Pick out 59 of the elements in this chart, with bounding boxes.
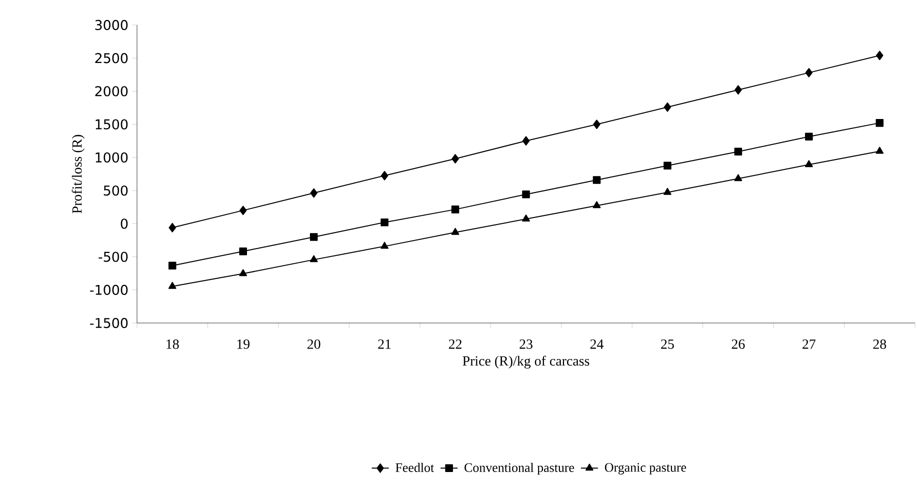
y-tick-label: -1000 — [90, 284, 128, 295]
point — [876, 50, 884, 60]
point — [452, 154, 459, 164]
x-tick-label: 24 — [590, 339, 604, 349]
x-tick-label: 22 — [448, 339, 462, 349]
point — [451, 206, 460, 214]
point — [734, 148, 742, 156]
point — [239, 247, 247, 256]
y-tick-label: 0 — [120, 218, 128, 229]
point — [592, 201, 601, 208]
x-tick-label: 28 — [873, 339, 886, 349]
x-tick-label: 19 — [237, 339, 250, 349]
x-axis-title: Price (R)/kg of carcass — [462, 356, 590, 369]
point — [380, 218, 388, 226]
x-tick-label: 25 — [661, 339, 674, 349]
point — [664, 162, 672, 170]
legend-label: Feedlot — [396, 462, 434, 472]
point — [522, 136, 530, 146]
point — [380, 242, 388, 249]
x-tick-label: 26 — [732, 339, 745, 349]
y-tick-label: 2000 — [95, 86, 128, 96]
point — [804, 160, 813, 168]
x-tick-label: 27 — [802, 339, 816, 349]
point — [168, 282, 176, 289]
point — [876, 119, 884, 127]
x-tick-label: 20 — [307, 339, 320, 349]
legend-label: Organic pasture — [604, 463, 686, 474]
point — [664, 188, 672, 195]
point — [876, 146, 884, 154]
y-tick-label: -1500 — [90, 318, 128, 328]
point — [805, 132, 813, 141]
point — [239, 206, 247, 216]
point — [522, 190, 530, 198]
x-tick-label: 18 — [166, 339, 179, 349]
point — [522, 214, 530, 222]
point — [805, 68, 813, 78]
point — [239, 269, 248, 276]
point — [592, 176, 601, 184]
point — [310, 255, 318, 262]
point — [168, 262, 176, 270]
y-tick-label: 3000 — [95, 20, 128, 30]
x-tick-label: 21 — [378, 339, 391, 349]
y-tick-label: 1500 — [96, 119, 128, 130]
point — [310, 233, 318, 241]
point — [380, 170, 388, 180]
point — [310, 188, 318, 198]
x-tick-label: 23 — [520, 339, 532, 349]
y-axis-title: Profit/loss (R) — [72, 134, 85, 214]
point — [734, 85, 742, 95]
y-tick-label: 2500 — [95, 53, 128, 64]
point — [664, 102, 672, 112]
point — [734, 174, 742, 182]
y-tick-label: 1000 — [96, 152, 128, 163]
point — [451, 228, 460, 235]
legend-label: Conventional pasture — [464, 462, 574, 475]
y-tick-label: 500 — [104, 185, 128, 196]
point — [168, 222, 176, 232]
y-tick-label: -500 — [98, 252, 128, 262]
point — [593, 120, 600, 130]
